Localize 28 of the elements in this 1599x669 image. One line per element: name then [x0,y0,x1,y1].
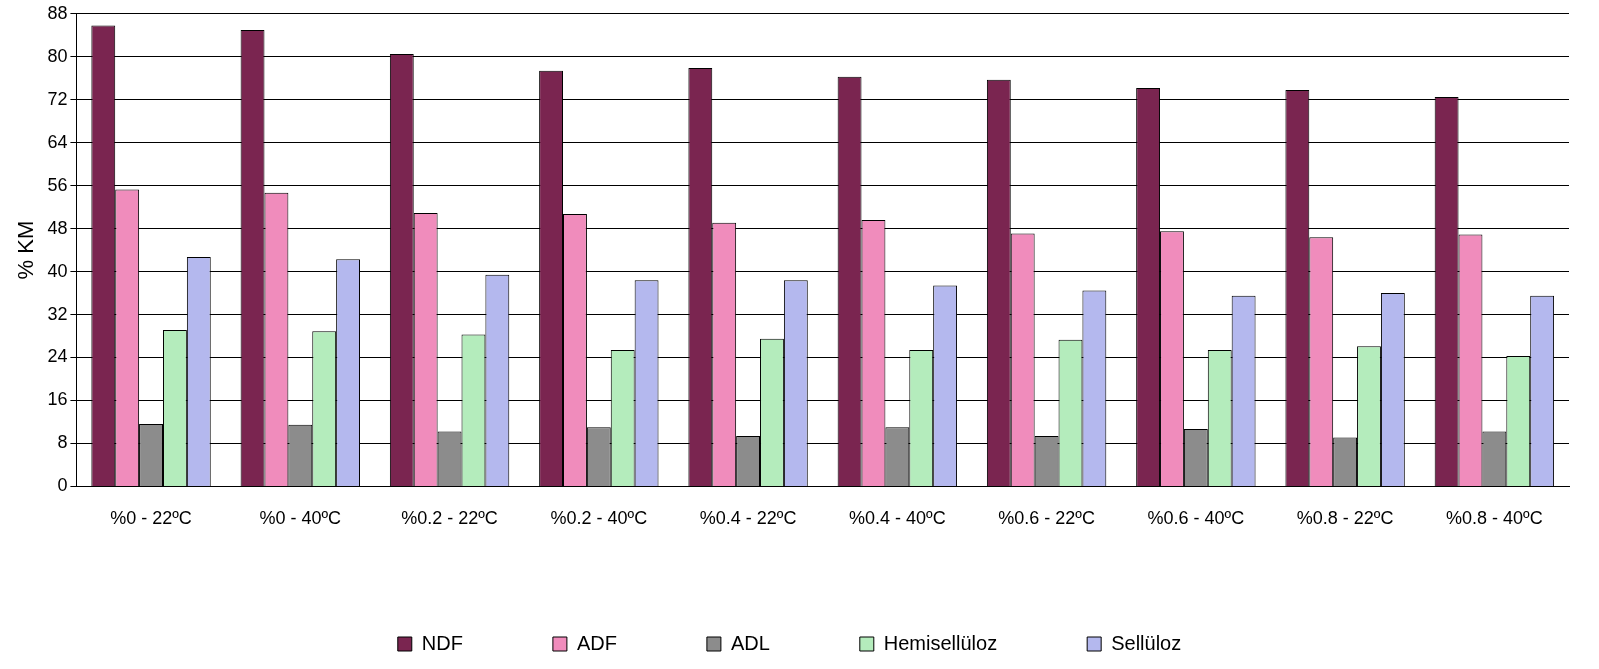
y-tick-label: 56 [47,174,68,195]
y-tick-label: 72 [47,88,68,109]
legend-label: ADF [576,631,617,654]
x-tick-label: %0 - 22ºC [110,508,192,529]
x-tick-label: %0.6 - 40ºC [1147,508,1245,529]
y-tick-label: 48 [47,217,68,238]
y-tick-label: 16 [47,389,68,410]
x-tick-label: %0.4 - 22ºC [699,508,797,529]
y-tick-label: 64 [47,131,68,152]
x-tick-label: %0.8 - 40ºC [1446,508,1543,529]
x-tick-label: %0.8 - 22ºC [1296,508,1394,529]
x-tick-label: %0.2 - 40ºC [550,508,648,529]
y-tick-label: 32 [47,303,68,324]
y-tick-label: 40 [47,260,68,281]
y-tick-label: 8 [57,432,68,453]
y-axis-title: % KM [13,220,39,280]
x-tick-label: %0.4 - 40ºC [849,508,946,529]
legend-label: NDF [421,631,463,654]
x-tick-label: %0 - 40ºC [259,508,342,529]
y-tick-label: 24 [47,346,68,367]
y-tick-label: 88 [47,2,68,23]
x-tick-label: %0.6 - 22ºC [998,508,1095,529]
y-tick-label: 80 [47,45,68,66]
legend-label: Sellüloz [1111,631,1182,654]
legend-label: ADL [730,631,770,654]
y-tick-label: 0 [57,475,68,496]
legend-label: Hemisellüloz [883,631,998,654]
x-tick-label: %0.2 - 22ºC [401,508,498,529]
